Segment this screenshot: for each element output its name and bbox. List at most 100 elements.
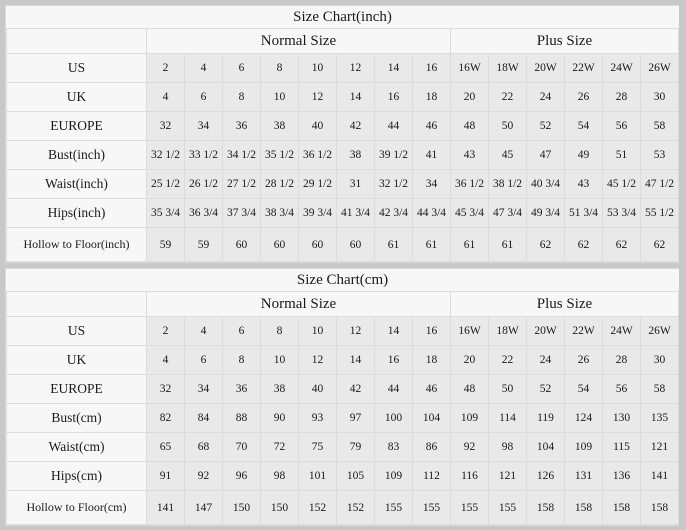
cell: 16 (412, 316, 451, 346)
cell: 16W (450, 53, 489, 83)
cell: 121 (488, 461, 527, 491)
cell: 124 (564, 403, 603, 433)
title-row: Size Chart(inch) (6, 6, 679, 29)
cell: 62 (526, 227, 565, 262)
cell: 101 (298, 461, 337, 491)
cell: 26 (564, 82, 603, 112)
cell: 30 (639, 345, 680, 375)
table-row: US 2 4 6 8 10 12 14 16 16W 18W 20W 22W 24W 26W (6, 53, 680, 83)
cell: 109 (450, 403, 489, 433)
cell: 32 1/2 (374, 169, 413, 199)
cell: 22W (564, 53, 603, 83)
cell: 33 1/2 (184, 140, 223, 170)
cell: 12 (336, 316, 375, 346)
row-label-europe: EUROPE (6, 374, 147, 404)
cell: 104 (412, 403, 451, 433)
cell: 26 1/2 (184, 169, 223, 199)
cell: 105 (336, 461, 375, 491)
cell: 29 1/2 (298, 169, 337, 199)
row-label-europe: EUROPE (6, 111, 147, 141)
cell: 91 (146, 461, 185, 491)
cell: 18W (488, 53, 527, 83)
cell: 34 (184, 111, 223, 141)
cell: 6 (184, 82, 223, 112)
table-row: EUROPE 32 34 36 38 40 42 44 46 48 50 52 54 56 58 (6, 111, 680, 141)
cell: 40 (298, 374, 337, 404)
cell: 38 (336, 140, 375, 170)
cell: 16W (450, 316, 489, 346)
cell: 42 3/4 (374, 198, 413, 228)
cell: 96 (222, 461, 261, 491)
cell: 155 (450, 490, 489, 525)
cell: 14 (374, 316, 413, 346)
cell: 53 (639, 140, 680, 170)
row-label-bust-inch: Bust(inch) (6, 140, 147, 170)
cell: 12 (298, 82, 337, 112)
table-row: Hollow to Floor(inch) 59 59 60 60 60 60 61 61 61 6… (6, 227, 680, 262)
cell: 46 (412, 111, 451, 141)
cell: 93 (298, 403, 337, 433)
cell: 38 (260, 111, 299, 141)
cell: 135 (639, 403, 680, 433)
table-row: US 2 4 6 8 10 12 14 16 16W 18W 20W 22W 24W 26W (6, 316, 680, 346)
cell: 18W (488, 316, 527, 346)
cell: 14 (336, 82, 375, 112)
cell: 37 3/4 (222, 198, 261, 228)
cell: 51 (602, 140, 641, 170)
cell: 136 (602, 461, 641, 491)
cell: 10 (298, 53, 337, 83)
cell: 50 (488, 374, 527, 404)
cell: 68 (184, 432, 223, 462)
group-header-plus-size: Plus Size (449, 28, 680, 54)
cell: 39 3/4 (298, 198, 337, 228)
cell: 8 (222, 345, 261, 375)
cell: 26 (564, 345, 603, 375)
cell: 16 (412, 53, 451, 83)
table-row: Hips(cm) 91 92 96 98 101 105 109 112 116 121 126 131… (6, 461, 680, 491)
cell: 47 3/4 (488, 198, 527, 228)
cell: 4 (146, 82, 185, 112)
cell: 59 (184, 227, 223, 262)
cell: 31 (336, 169, 375, 199)
row-label-hollow-to-floor-cm: Hollow to Floor(cm) (6, 490, 147, 525)
group-header-row: Normal Size Plus Size (6, 291, 680, 317)
cell: 60 (222, 227, 261, 262)
cell: 47 (526, 140, 565, 170)
cell: 14 (336, 345, 375, 375)
cell: 92 (184, 461, 223, 491)
cell: 109 (564, 432, 603, 462)
cell: 16 (374, 82, 413, 112)
cell: 39 1/2 (374, 140, 413, 170)
cell: 38 (260, 374, 299, 404)
cell: 54 (564, 374, 603, 404)
cell: 70 (222, 432, 261, 462)
cell: 130 (602, 403, 641, 433)
cell: 155 (374, 490, 413, 525)
cell: 34 (412, 169, 451, 199)
cell: 97 (336, 403, 375, 433)
table-row: Waist(inch) 25 1/2 26 1/2 27 1/2 28 1/2 29 1/… (6, 169, 680, 199)
title-row: Size Chart(cm) (6, 269, 679, 292)
cell: 52 (526, 374, 565, 404)
cell: 44 (374, 374, 413, 404)
cell: 36 1/2 (450, 169, 489, 199)
cell: 43 (450, 140, 489, 170)
cell: 104 (526, 432, 565, 462)
cell: 55 1/2 (639, 198, 680, 228)
cell: 36 1/2 (298, 140, 337, 170)
cell: 75 (298, 432, 337, 462)
cell: 147 (184, 490, 223, 525)
cell: 41 (412, 140, 451, 170)
cell: 22W (564, 316, 603, 346)
cell: 32 1/2 (146, 140, 185, 170)
table-row: Bust(inch) 32 1/2 33 1/2 34 1/2 35 1/2 36 1/2… (6, 140, 680, 170)
cell: 28 (602, 345, 641, 375)
cell: 16 (374, 345, 413, 375)
table-row: UK 4 6 8 10 12 14 16 18 20 22 24 26 28 30 (6, 345, 680, 375)
cell: 4 (184, 53, 223, 83)
row-label-hollow-to-floor-inch: Hollow to Floor(inch) (6, 227, 147, 262)
cell: 109 (374, 461, 413, 491)
cell: 49 (564, 140, 603, 170)
size-chart-cm: Size Chart(cm) Normal Size Plus Size US 2 4 6 8… (5, 268, 680, 526)
cell: 158 (526, 490, 565, 525)
